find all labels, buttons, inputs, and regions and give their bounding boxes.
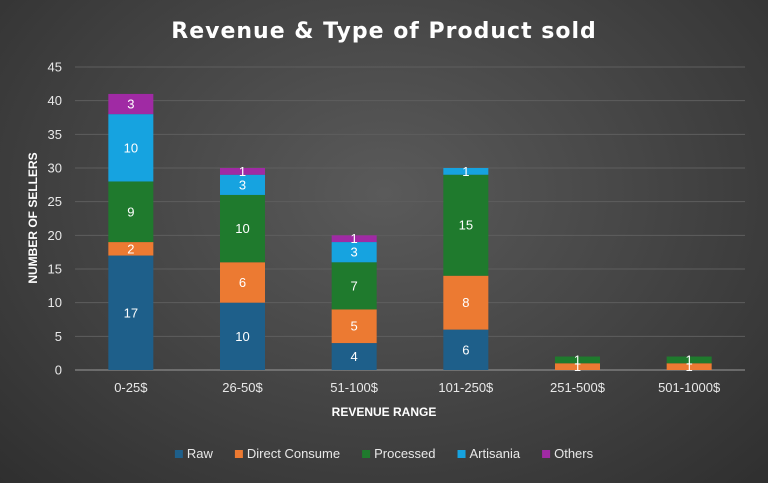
data-label: 1 [574,352,581,367]
x-tick-label: 26-50$ [222,380,263,395]
y-tick-label: 20 [48,228,62,243]
legend-item: Others [542,446,594,461]
bar-segment [220,302,265,370]
chart-title: Revenue & Type of Product sold [171,19,597,44]
data-label: 10 [235,221,249,236]
x-tick-label: 501-1000$ [658,380,721,395]
bar-segment [555,363,600,370]
gridlines [75,66,745,371]
bar-segment [443,174,489,276]
bar-segment [331,242,377,263]
legend-item: Direct Consume [234,446,340,461]
bar-segment [331,262,377,310]
data-label: 3 [351,245,358,260]
data-label: 1 [686,352,693,367]
y-tick-label: 45 [48,60,62,75]
y-tick-label: 35 [48,127,62,142]
legend-item: Raw [174,446,214,461]
data-label: 1 [686,359,693,374]
legend-swatch [457,450,466,458]
bar-segment [443,329,489,370]
legend-swatch [362,450,371,458]
y-axis-ticks: 0 5 10 15 20 25 30 35 40 45 [48,60,62,378]
legend-label: Raw [187,446,214,461]
x-tick-label: 51-100$ [330,380,378,395]
bar-segment [220,168,265,175]
data-label: 4 [351,349,358,364]
legend-item: Processed [362,446,436,461]
y-tick-label: 15 [48,262,62,277]
data-label: 17 [124,305,138,320]
bar-segment [331,343,377,370]
data-label: 10 [124,140,138,155]
x-axis-ticks: 0-25$ 26-50$ 51-100$ 101-250$ 251-500$ 501-10… [114,380,721,395]
legend-label: Processed [374,446,435,461]
x-tick-label: 251-500$ [550,380,606,395]
y-tick-label: 40 [48,93,62,108]
data-label: 15 [459,218,473,233]
bar-segment [555,356,600,364]
x-axis-label: REVENUE RANGE [332,405,437,419]
legend-swatch [234,450,243,458]
bar-segment [331,235,377,243]
y-axis-label: NUMBER OF SELLERS [26,152,40,283]
data-label: 1 [351,231,358,246]
data-label: 3 [127,97,134,112]
bar-segment [443,275,489,330]
bar-segment [331,309,377,344]
y-tick-label: 5 [55,329,62,344]
bar-segment [443,168,489,175]
legend-label: Others [554,446,594,461]
bar-segment [108,181,154,243]
bar-segment [108,255,154,370]
data-label: 2 [127,241,134,256]
bar-segment [108,242,154,256]
legend: Raw Direct Consume Processed Artisania Other… [174,446,594,461]
data-label: 1 [462,164,469,179]
bar-segment [108,114,154,182]
data-label: 10 [235,329,249,344]
bar-segment [220,194,265,263]
x-tick-label: 101-250$ [438,380,494,395]
legend-label: Direct Consume [247,446,340,461]
y-tick-label: 25 [48,194,62,209]
data-label: 9 [127,204,134,219]
legend-swatch [174,450,183,458]
bar-segment [220,174,265,195]
y-tick-label: 30 [48,161,62,176]
legend-swatch [542,450,551,458]
x-tick-label: 0-25$ [114,380,148,395]
legend-item: Artisania [457,446,521,461]
y-tick-label: 10 [48,295,62,310]
y-tick-label: 0 [55,363,62,378]
data-label: 1 [239,164,246,179]
data-label: 3 [239,177,246,192]
data-label: 6 [462,342,469,357]
data-label: 8 [462,295,469,310]
data-label: 7 [351,278,358,293]
bar-segment [220,262,265,303]
bar-segment [108,93,154,115]
bar-segment [666,356,712,364]
bar-segment [666,363,712,370]
data-label: 6 [239,275,246,290]
data-label: 5 [351,319,358,334]
legend-label: Artisania [470,446,521,461]
data-label: 1 [574,359,581,374]
